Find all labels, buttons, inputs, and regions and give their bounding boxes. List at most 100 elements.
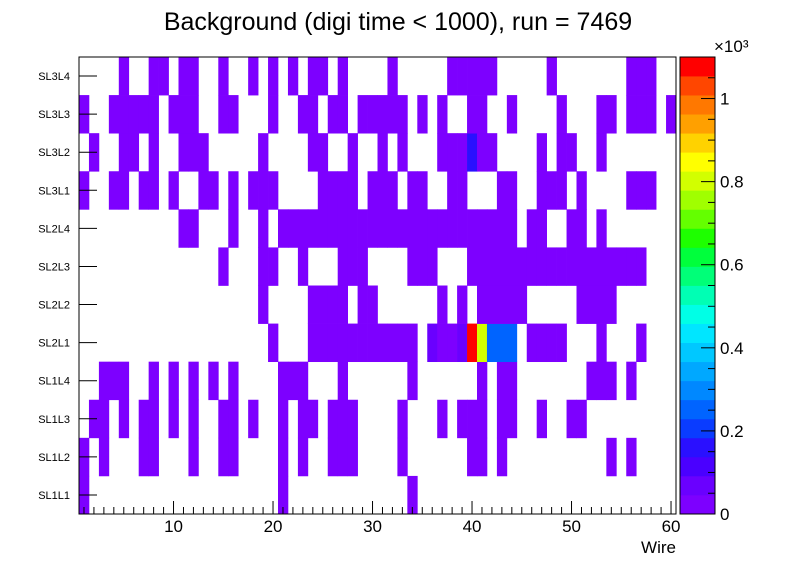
heatmap-cell <box>178 209 189 248</box>
colorbar-swatch <box>680 114 715 134</box>
heatmap-cell <box>467 57 478 96</box>
colorbar-tick-label: 0.8 <box>720 173 744 192</box>
y-tick-label: SL2L3 <box>38 261 70 273</box>
heatmap-cell <box>626 361 637 401</box>
heatmap-cell <box>387 95 398 134</box>
heatmap-cell <box>536 399 547 439</box>
heatmap-cell <box>496 285 508 324</box>
heatmap-cell <box>307 323 319 363</box>
heatmap-cell <box>506 209 518 248</box>
colorbar-swatch <box>680 285 715 305</box>
heatmap-cell <box>327 95 339 134</box>
heatmap-cell <box>666 95 677 134</box>
heatmap-cell <box>457 399 468 439</box>
heatmap-cell <box>387 171 398 210</box>
heatmap-cell <box>258 247 269 286</box>
heatmap-cell <box>457 209 468 248</box>
heatmap-cell <box>397 133 408 172</box>
heatmap-cell <box>347 133 358 172</box>
heatmap-cell <box>477 437 488 477</box>
heatmap-cell <box>636 95 647 134</box>
y-tick-label: SL3L1 <box>38 185 70 197</box>
heatmap-cell <box>327 399 339 439</box>
heatmap-cell <box>626 57 637 96</box>
heatmap-cell <box>297 95 309 134</box>
heatmap-cell <box>317 285 329 324</box>
heatmap-cell <box>228 361 239 401</box>
heatmap-cell <box>556 133 567 172</box>
colorbar-swatch <box>680 95 715 115</box>
heatmap-cell <box>646 57 657 96</box>
colorbar-tick-label: 0 <box>720 505 729 524</box>
heatmap-cell <box>486 247 498 286</box>
heatmap-cell <box>258 209 269 248</box>
heatmap-cell <box>258 133 269 172</box>
heatmap-cell <box>258 171 269 210</box>
heatmap-cell <box>467 95 478 134</box>
x-tick-label: 40 <box>463 517 482 536</box>
heatmap-cell <box>496 361 508 401</box>
heatmap-cell <box>606 285 617 324</box>
heatmap-cell <box>636 323 647 363</box>
heatmap-cell <box>297 361 309 401</box>
heatmap-cell <box>536 247 547 286</box>
heatmap-cell <box>128 133 140 172</box>
plot-frame <box>78 56 677 515</box>
heatmap-cell <box>278 399 289 439</box>
heatmap-cell <box>307 285 319 324</box>
heatmap-cell <box>467 247 478 286</box>
heatmap-cell <box>457 57 468 96</box>
heatmap-cell <box>536 133 547 172</box>
heatmap-cell <box>566 209 577 248</box>
heatmap-cell <box>148 399 159 439</box>
y-tick-label: SL3L3 <box>38 109 70 121</box>
heatmap-cell <box>307 209 319 248</box>
heatmap-cell <box>297 399 309 439</box>
heatmap-cell <box>138 399 149 439</box>
heatmap-cell <box>477 247 488 286</box>
heatmap-cell <box>248 57 259 96</box>
heatmap-cell <box>337 437 348 477</box>
heatmap-cell <box>317 209 329 248</box>
heatmap-cell <box>556 323 567 363</box>
heatmap-cell <box>268 57 279 96</box>
heatmap-cell <box>496 247 508 286</box>
heatmap-cell <box>536 323 547 363</box>
heatmap-cell <box>148 171 159 210</box>
heatmap-cell <box>347 323 358 363</box>
heatmap-cell <box>477 57 488 96</box>
heatmap-cell <box>477 133 488 172</box>
heatmap-cell <box>148 361 159 401</box>
colorbar-swatch <box>680 475 715 496</box>
heatmap-cell <box>586 247 597 286</box>
heatmap-cell <box>228 437 239 477</box>
heatmap-cell <box>546 247 557 286</box>
heatmap-cell <box>258 285 269 324</box>
heatmap-cell <box>307 399 319 439</box>
colorbar-tick-label: 0.2 <box>720 422 744 441</box>
heatmap-cell <box>427 247 438 286</box>
colorbar-swatch <box>680 399 715 420</box>
colorbar-swatch <box>680 152 715 172</box>
heatmap-cell <box>457 171 468 210</box>
heatmap-cell <box>546 57 557 96</box>
heatmap-cell <box>337 323 348 363</box>
heatmap-cell <box>427 323 438 363</box>
colorbar-swatch <box>680 418 715 439</box>
heatmap-cell <box>576 399 587 439</box>
colorbar-swatch <box>680 190 715 210</box>
heatmap-cell <box>317 171 329 210</box>
heatmap-cell <box>457 323 468 363</box>
heatmap-cell <box>297 247 309 286</box>
colorbar-swatch <box>680 323 715 344</box>
heatmap-cell <box>417 209 428 248</box>
colorbar-swatch <box>680 304 715 324</box>
heatmap-cell <box>218 399 229 439</box>
heatmap-cell <box>596 95 607 134</box>
colorbar-swatch <box>680 76 715 96</box>
heatmap-cell <box>437 209 448 248</box>
heatmap-cell <box>327 437 339 477</box>
colorbar-swatch <box>680 361 715 382</box>
heatmap-cell <box>188 57 199 96</box>
heatmap-cell <box>596 247 607 286</box>
